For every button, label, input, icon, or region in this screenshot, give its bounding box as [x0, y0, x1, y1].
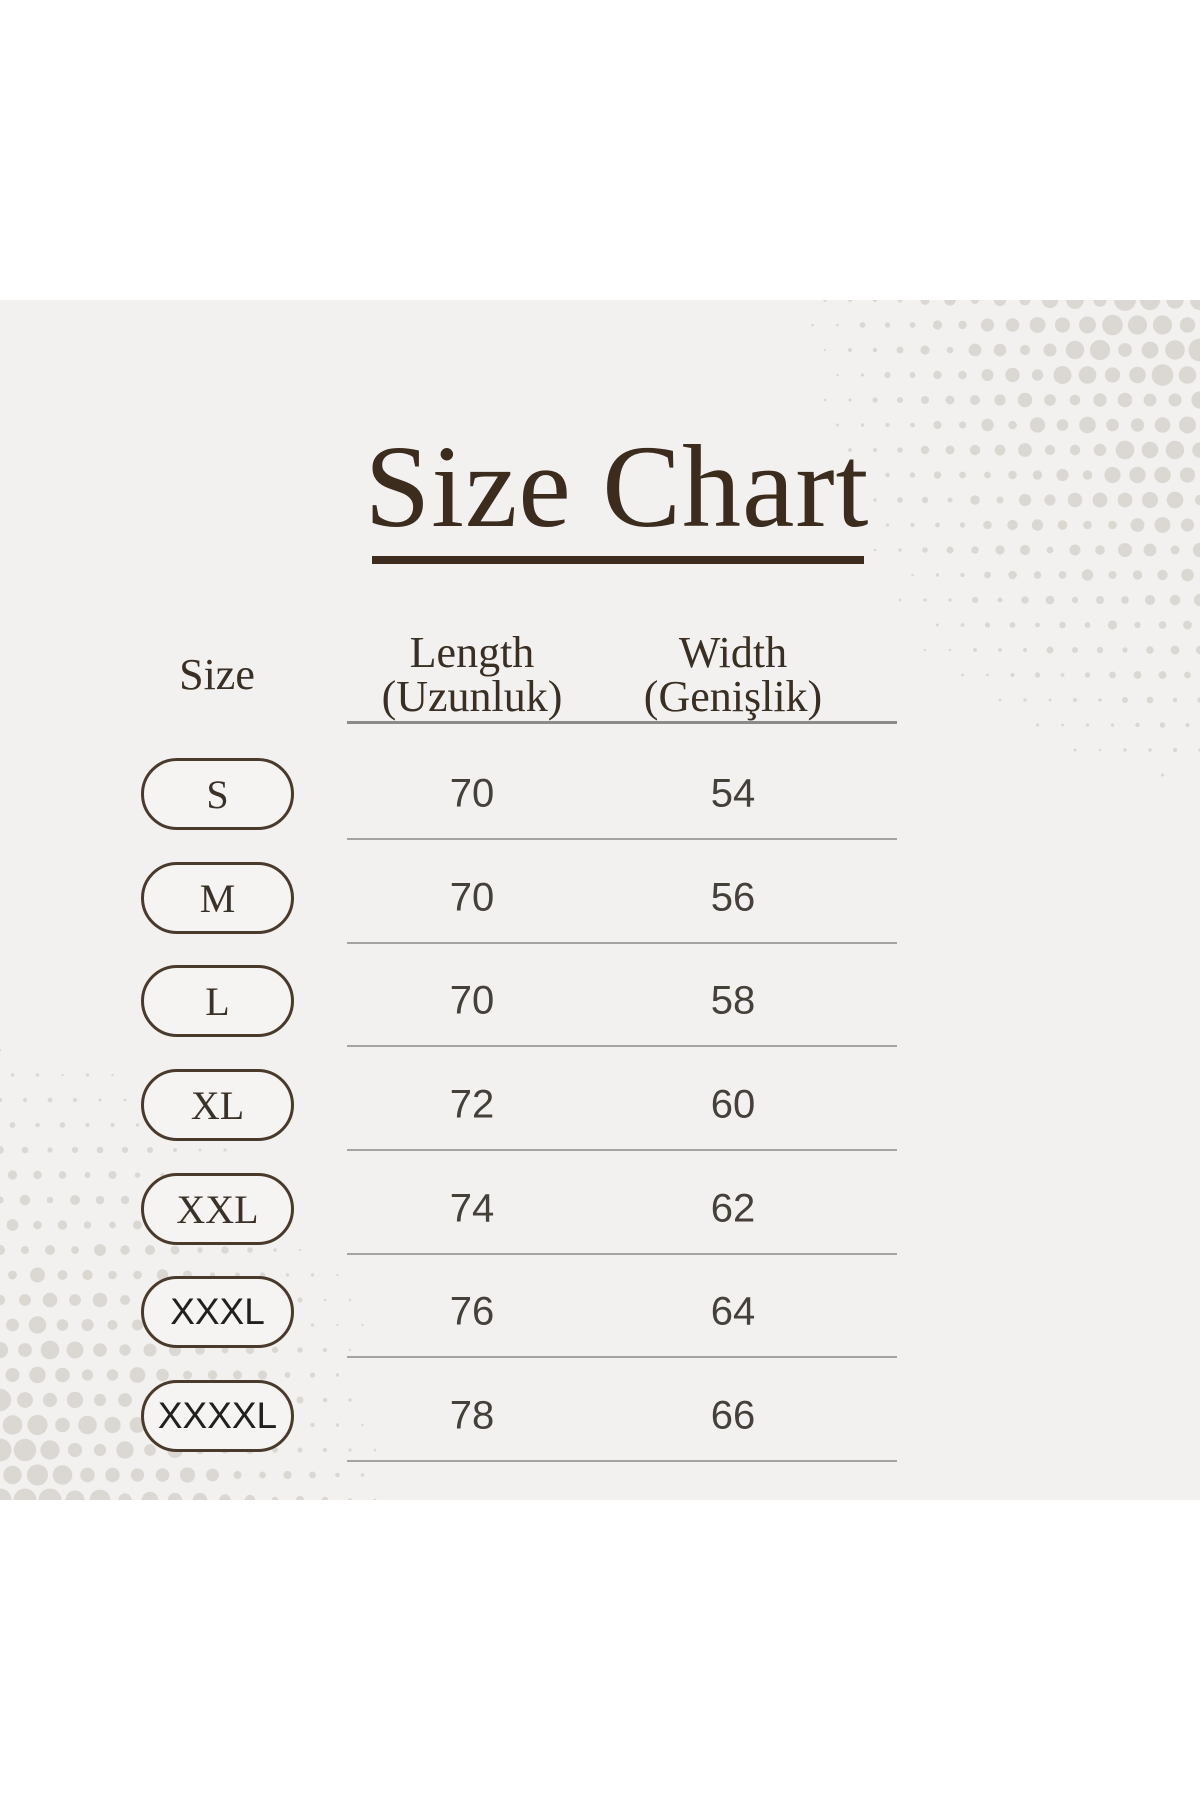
- width-value: 66: [710, 1393, 756, 1438]
- size-pill: XXL: [141, 1173, 294, 1245]
- column-header-length: Length (Uzunluk): [352, 631, 592, 719]
- row-separator: [347, 942, 897, 944]
- length-value: 78: [449, 1393, 495, 1438]
- column-header-length-sublabel: (Uzunluk): [381, 672, 563, 721]
- size-chart-canvas: Size Chart Size Length (Uzunluk) Width (…: [0, 300, 1200, 1500]
- size-pill-label: L: [205, 978, 230, 1024]
- row-separator: [347, 1149, 897, 1151]
- table-row: XXXL 76 64: [0, 1276, 1200, 1396]
- row-separator: [347, 1253, 897, 1255]
- width-value: 56: [710, 875, 756, 920]
- size-pill-label: M: [199, 875, 236, 921]
- size-pill-label: S: [206, 771, 229, 817]
- column-header-size: Size: [179, 650, 255, 699]
- size-pill-label: XXXL: [170, 1291, 265, 1332]
- header-separator: [347, 721, 897, 724]
- length-value: 70: [449, 978, 495, 1023]
- width-value: 62: [710, 1186, 756, 1231]
- size-pill-label: XXL: [176, 1186, 259, 1232]
- row-separator: [347, 1460, 897, 1462]
- table-row: L 70 58: [0, 965, 1200, 1085]
- length-value: 70: [449, 875, 495, 920]
- length-value: 70: [449, 771, 495, 816]
- page-title: Size Chart: [364, 421, 870, 552]
- width-value: 64: [710, 1289, 756, 1334]
- length-value: 76: [449, 1289, 495, 1334]
- row-separator: [347, 1045, 897, 1047]
- size-pill-label: XL: [190, 1082, 245, 1128]
- column-header-width-sublabel: (Genişlik): [643, 672, 823, 721]
- size-pill: S: [141, 758, 294, 830]
- size-pill: L: [141, 965, 294, 1037]
- size-pill: XL: [141, 1069, 294, 1141]
- width-value: 58: [710, 978, 756, 1023]
- row-separator: [347, 1356, 897, 1358]
- table-row: XXL 74 62: [0, 1173, 1200, 1293]
- title-underline: [372, 556, 864, 564]
- length-value: 72: [449, 1082, 495, 1127]
- table-row: XXXXL 78 66: [0, 1380, 1200, 1500]
- size-pill: XXXL: [141, 1276, 294, 1348]
- table-row: M 70 56: [0, 862, 1200, 982]
- column-header-width: Width (Genişlik): [613, 631, 853, 719]
- width-value: 54: [710, 771, 756, 816]
- size-pill: XXXXL: [141, 1380, 294, 1452]
- length-value: 74: [449, 1186, 495, 1231]
- width-value: 60: [710, 1082, 756, 1127]
- table-row: S 70 54: [0, 758, 1200, 878]
- size-pill: M: [141, 862, 294, 934]
- row-separator: [347, 838, 897, 840]
- table-row: XL 72 60: [0, 1069, 1200, 1189]
- column-header-length-label: Length: [409, 628, 535, 677]
- column-header-width-label: Width: [678, 628, 788, 677]
- size-pill-label: XXXXL: [157, 1395, 278, 1436]
